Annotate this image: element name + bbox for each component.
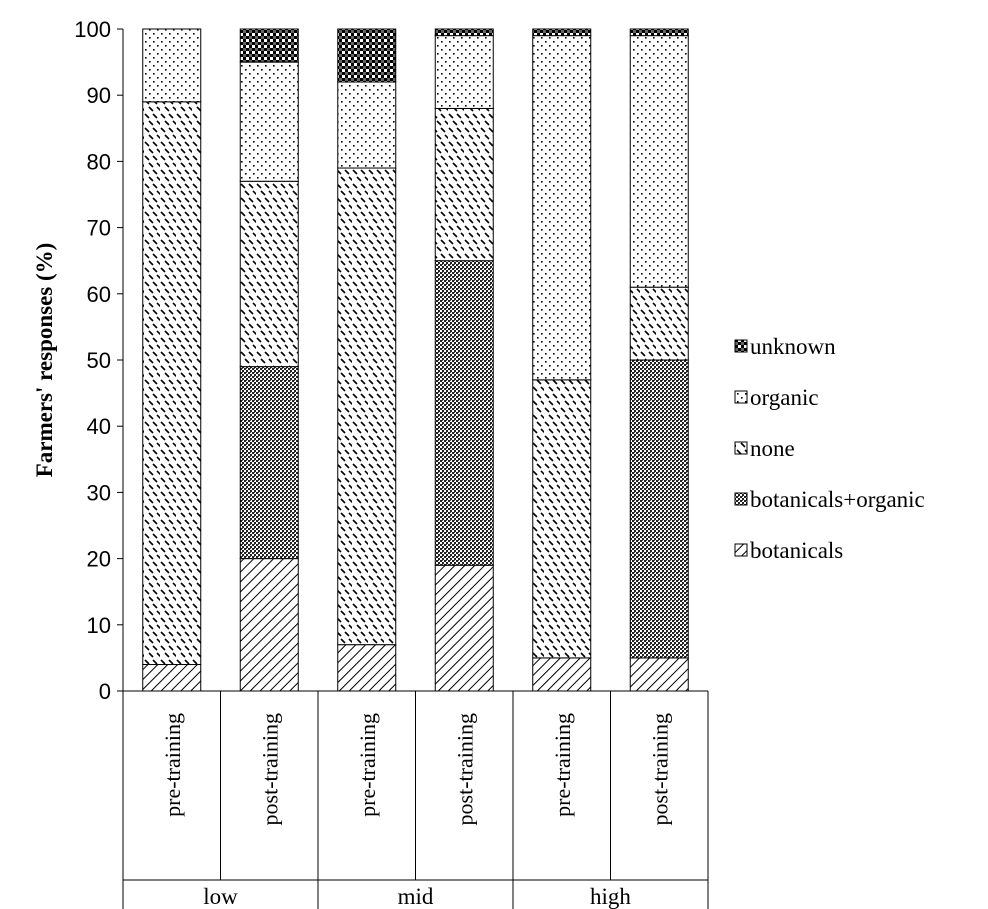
bar-segment-botanicals-organic	[629, 359, 689, 659]
bar-segment-unknown	[337, 28, 397, 83]
y-tick-label: 40	[87, 414, 111, 439]
y-tick-label: 0	[99, 679, 111, 704]
y-tick-label: 20	[87, 547, 111, 572]
legend-label: botanicals	[750, 538, 843, 563]
bar-segment-unknown	[434, 28, 494, 37]
bar-segment-organic	[532, 35, 592, 381]
legend-swatch	[734, 390, 748, 404]
legend-swatch	[734, 543, 748, 557]
legend: unknown organic none botanicals+organic bota…	[734, 334, 925, 563]
bar-segment-organic	[239, 61, 299, 182]
bar-segment-unknown	[532, 28, 592, 37]
y-tick-label: 70	[87, 216, 111, 241]
y-axis-title: Farmers' responses (%)	[32, 243, 57, 478]
bar-segment-organic	[629, 35, 689, 288]
y-tick-label: 90	[87, 83, 111, 108]
bar-segment-botanicals	[532, 657, 592, 692]
y-tick-label: 100	[74, 17, 111, 42]
bar-segment-unknown	[629, 28, 689, 37]
category-label: pre-training	[160, 713, 185, 817]
legend-swatch	[734, 441, 748, 455]
category-label: pre-training	[550, 713, 575, 817]
bar-segment-organic	[142, 28, 202, 103]
category-label: post-training	[647, 713, 672, 825]
y-tick-label: 80	[87, 149, 111, 174]
y-tick-label: 10	[87, 613, 111, 638]
bar-segment-organic	[434, 35, 494, 109]
plot-area: 0 10 20 30 40 50 60 70 80 90 100 pre-training post-t…	[74, 17, 709, 909]
bar-segment-botanicals-organic	[239, 366, 299, 560]
bar-segment-none	[337, 167, 397, 646]
bar-segment-none	[142, 101, 202, 666]
bar-segment-botanicals	[629, 657, 689, 692]
bar-segment-botanicals	[434, 564, 494, 692]
legend-label: organic	[750, 385, 819, 410]
legend-label: botanicals+organic	[750, 487, 925, 512]
group-label: mid	[398, 884, 434, 909]
category-label: post-training	[257, 713, 282, 825]
bar-segment-unknown	[239, 28, 299, 63]
category-label: post-training	[452, 713, 477, 825]
bar-segment-none	[434, 107, 494, 262]
bar-segment-botanicals	[142, 664, 202, 692]
legend-label: none	[750, 436, 795, 461]
category-label: pre-training	[355, 713, 380, 817]
y-tick-label: 30	[87, 480, 111, 505]
bar-segment-botanicals	[337, 644, 397, 692]
bar-segment-botanicals-organic	[434, 260, 494, 566]
bar-segment-none	[239, 180, 299, 368]
y-tick-label: 60	[87, 282, 111, 307]
legend-label: unknown	[750, 334, 836, 359]
bar-segment-none	[532, 379, 592, 659]
group-label: high	[590, 884, 631, 909]
group-label: low	[203, 884, 238, 909]
bar-segment-organic	[337, 81, 397, 169]
legend-swatch	[734, 339, 748, 353]
bar-segment-botanicals	[239, 558, 299, 692]
legend-swatch	[734, 492, 748, 506]
y-tick-label: 50	[87, 348, 111, 373]
bar-segment-none	[629, 286, 689, 361]
